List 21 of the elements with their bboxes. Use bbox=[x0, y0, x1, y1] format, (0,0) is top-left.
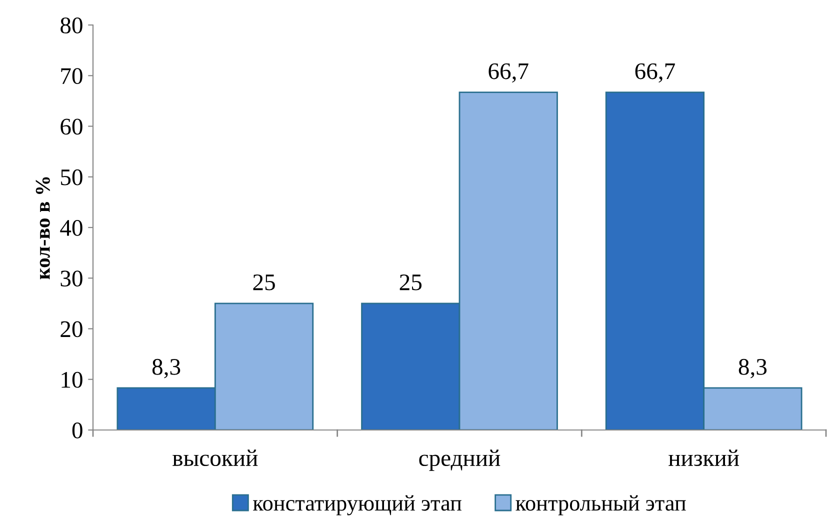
data-label: 8,3 bbox=[152, 358, 180, 378]
y-tick-label: 40 bbox=[60, 220, 82, 236]
legend-label: контрольный этап bbox=[516, 495, 686, 516]
x-tick-label: низкий bbox=[668, 450, 739, 466]
y-axis-title: кол-во в % bbox=[36, 177, 50, 280]
y-tick-label: 60 bbox=[60, 118, 82, 135]
y-tick-label: 20 bbox=[60, 321, 82, 338]
data-label: 8,3 bbox=[738, 358, 767, 378]
y-tick-label: 80 bbox=[60, 17, 82, 34]
legend-label: констатирующий этап bbox=[253, 495, 462, 516]
y-tick-label: 30 bbox=[60, 270, 82, 287]
x-tick-label: средний bbox=[419, 450, 500, 471]
y-tick-label: 0 bbox=[72, 422, 82, 438]
y-tick-label: 70 bbox=[61, 68, 82, 84]
data-label: 66,7 bbox=[488, 63, 528, 83]
data-label: 66,7 bbox=[635, 63, 675, 83]
y-tick-label: 10 bbox=[62, 372, 82, 388]
data-label: 25 bbox=[400, 274, 422, 290]
data-label: 25 bbox=[253, 274, 275, 290]
y-tick-label: 50 bbox=[61, 169, 82, 186]
x-tick-label: высокий bbox=[172, 450, 258, 466]
